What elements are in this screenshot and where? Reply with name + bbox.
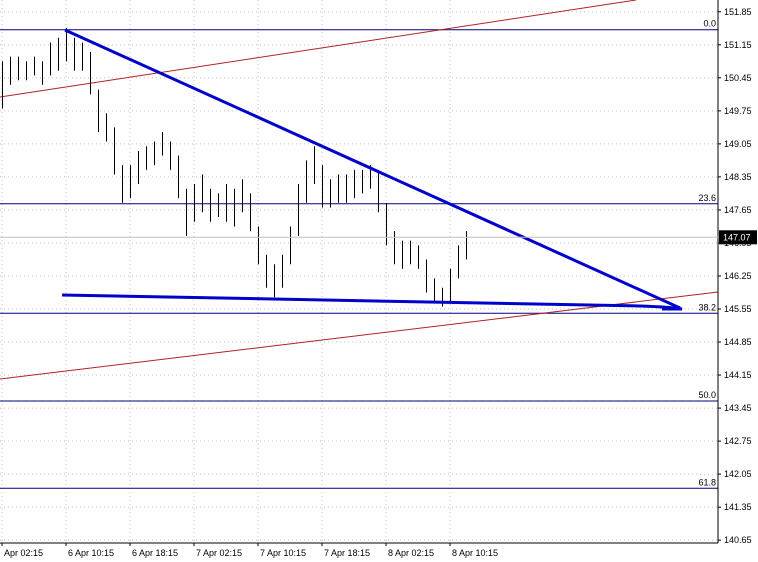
y-tick-label: 144.15 (724, 370, 752, 380)
x-tick-label: 7 Apr 10:15 (260, 548, 306, 558)
grid (0, 0, 718, 543)
fib-level-label: 50.0 (698, 390, 716, 400)
x-tick-label: 7 Apr 18:15 (324, 548, 370, 558)
y-tick-label: 145.55 (724, 304, 752, 314)
y-tick-label: 149.75 (724, 106, 752, 116)
trend-line (61, 293, 683, 311)
y-tick-label: 151.85 (724, 7, 752, 17)
channel-line (0, 0, 637, 98)
fib-level-label: 61.8 (698, 477, 716, 487)
x-tick-label: 8 Apr 10:15 (452, 548, 498, 558)
y-tick-label: 150.45 (724, 73, 752, 83)
x-tick-label: 6 Apr 10:15 (68, 548, 114, 558)
trend-line (64, 28, 681, 310)
y-tick-label: 142.05 (724, 469, 752, 479)
y-tick-label: 144.85 (724, 337, 752, 347)
y-tick-label: 151.15 (724, 40, 752, 50)
fib-level-label: 0.0 (703, 19, 716, 29)
x-tick-label: 7 Apr 02:15 (196, 548, 242, 558)
price-bars (2, 28, 467, 307)
y-tick-label: 141.35 (724, 502, 752, 512)
y-tick-label: 142.75 (724, 436, 752, 446)
x-tick-label: Apr 02:15 (4, 548, 43, 558)
y-tick-label: 143.45 (724, 403, 752, 413)
x-tick-label: 8 Apr 02:15 (388, 548, 434, 558)
y-tick-label: 148.35 (724, 172, 752, 182)
axis-labels: 151.85 151.15 150.45 149.75 149.05 148.35 147.… (0, 7, 757, 558)
y-tick-label: 140.65 (724, 535, 752, 545)
fib-level-label: 38.2 (698, 302, 716, 312)
current-price-box (719, 230, 757, 245)
y-tick-label: 147.65 (724, 205, 752, 215)
y-tick-label: 146.25 (724, 271, 752, 281)
y-tick-label: 149.05 (724, 139, 752, 149)
fib-levels: 0.0 23.6 38.2 50.0 61.8 (0, 19, 718, 489)
x-tick-label: 6 Apr 18:15 (132, 548, 178, 558)
current-price-label: 147.07 (723, 232, 751, 242)
fib-level-label: 23.6 (698, 193, 716, 203)
